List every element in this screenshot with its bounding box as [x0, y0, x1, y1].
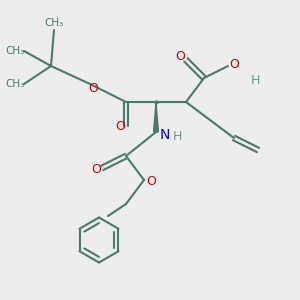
Text: O: O	[91, 163, 101, 176]
Text: O: O	[88, 82, 98, 95]
Text: H: H	[172, 130, 182, 143]
Text: CH₃: CH₃	[5, 79, 25, 89]
Text: CH₃: CH₃	[5, 46, 25, 56]
Text: O: O	[115, 119, 125, 133]
Text: N: N	[160, 128, 170, 142]
Polygon shape	[154, 102, 158, 132]
Text: H: H	[250, 74, 260, 88]
Text: O: O	[147, 175, 156, 188]
Text: O: O	[229, 58, 239, 71]
Text: CH₃: CH₃	[44, 17, 64, 28]
Text: O: O	[175, 50, 185, 64]
